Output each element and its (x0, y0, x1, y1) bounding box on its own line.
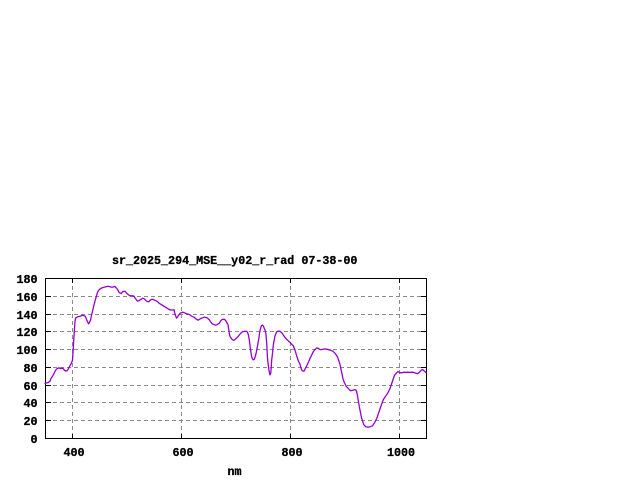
svg-text:sr_2025_294_MSE__y02_r_rad 07-: sr_2025_294_MSE__y02_r_rad 07-38-00 (112, 254, 357, 268)
svg-text:400: 400 (63, 446, 84, 460)
svg-text:80: 80 (23, 362, 37, 376)
svg-text:160: 160 (16, 291, 37, 305)
svg-text:nm: nm (227, 465, 241, 479)
svg-text:180: 180 (16, 273, 37, 287)
svg-text:800: 800 (281, 446, 302, 460)
svg-text:1000: 1000 (387, 446, 415, 460)
svg-text:0: 0 (30, 433, 37, 447)
svg-text:100: 100 (16, 344, 37, 358)
svg-text:20: 20 (23, 415, 37, 429)
svg-text:60: 60 (23, 380, 37, 394)
svg-text:600: 600 (172, 446, 193, 460)
svg-text:40: 40 (23, 397, 37, 411)
svg-text:120: 120 (16, 326, 37, 340)
svg-text:140: 140 (16, 309, 37, 323)
